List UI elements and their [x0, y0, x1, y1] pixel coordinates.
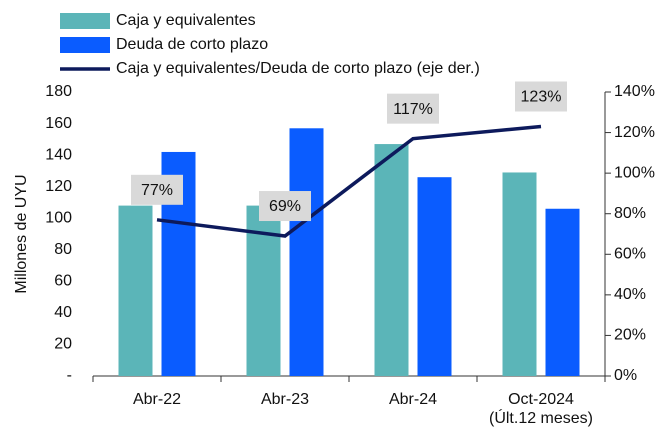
y2-tick-label: 0% [614, 367, 637, 384]
legend-label: Deuda de corto plazo [116, 36, 268, 53]
y2-tick-label: 80% [614, 205, 646, 222]
x-tick-label: Abr-22 [132, 391, 182, 408]
y2-tick-label: 140% [614, 83, 655, 100]
bar [374, 144, 409, 376]
bar [417, 177, 452, 376]
y2-tick-label: 120% [614, 124, 655, 141]
line [156, 124, 542, 238]
data-label-box [259, 191, 311, 222]
bar [545, 208, 580, 376]
legend-swatch [60, 37, 110, 53]
bar [289, 128, 324, 376]
x-tick-label: Oct-2024 (Últ.12 meses) [488, 391, 594, 427]
y2-tick-label: 20% [614, 327, 646, 344]
bar [118, 205, 153, 376]
y-tick-label: 100 [45, 209, 72, 226]
data-label: 69% [269, 198, 301, 215]
data-label: 77% [141, 182, 173, 199]
data-label: 123% [521, 89, 562, 106]
y2-tick-label: 60% [614, 246, 646, 263]
y-tick-label: 60 [54, 273, 72, 290]
y2-tick-label: 40% [614, 286, 646, 303]
x-tick-label: Abr-23 [260, 391, 310, 408]
legend-label: Caja y equivalentes/Deuda de corto plazo… [116, 60, 480, 77]
y-tick-label: 20 [54, 336, 72, 353]
data-label-box [131, 174, 183, 205]
data-label-box [387, 93, 439, 124]
y-tick-label: 180 [45, 83, 72, 100]
bar [502, 172, 537, 376]
legend-swatch [60, 13, 110, 29]
y-tick-label: 120 [45, 178, 72, 195]
y-axis-label: Millones de UYU [13, 174, 30, 293]
data-label: 117% [393, 101, 433, 118]
x-tick-label: Abr-24 [388, 391, 438, 408]
y2-tick-label: 100% [614, 164, 655, 181]
y-tick-label: 140 [45, 146, 72, 163]
y-tick-label: - [67, 367, 72, 384]
legend-label: Caja y equivalentes [116, 12, 256, 29]
data-label-box [515, 81, 567, 112]
y-tick-label: 80 [54, 241, 72, 258]
y-tick-label: 40 [54, 304, 72, 321]
y-tick-label: 160 [45, 115, 72, 132]
